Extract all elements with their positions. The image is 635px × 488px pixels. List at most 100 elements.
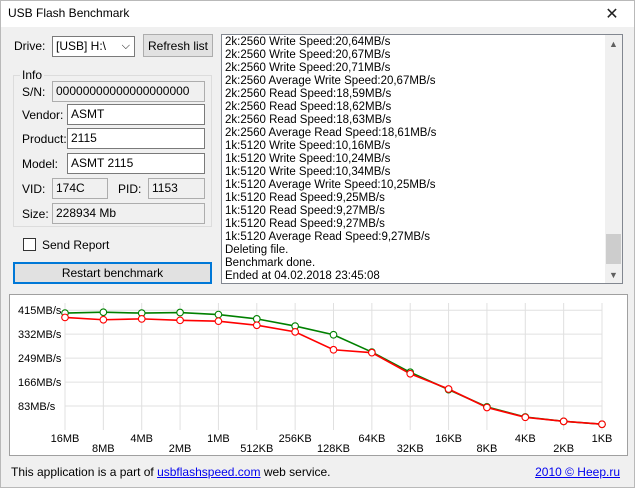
log-line: 2k:2560 Read Speed:18,59MB/s — [225, 88, 392, 100]
heep-link[interactable]: 2010 © Heep.ru — [535, 465, 620, 479]
x-tick-label: 256KB — [279, 433, 312, 445]
series-point-0 — [252, 315, 261, 323]
log-line: Deleting file. — [225, 244, 289, 256]
log-line: 2k:2560 Write Speed:20,64MB/s — [225, 36, 391, 48]
series-point-1 — [291, 328, 299, 336]
log-line: 2k:2560 Read Speed:18,62MB/s — [225, 101, 392, 113]
window-title: USB Flash Benchmark — [8, 6, 130, 20]
log-line: 1k:5120 Write Speed:10,34MB/s — [225, 166, 391, 178]
y-tick-label: 83MB/s — [18, 401, 56, 413]
series-point-0 — [99, 308, 108, 317]
info-group-title: Info — [20, 68, 45, 82]
log-line: 2k:2560 Read Speed:18,63MB/s — [225, 114, 392, 126]
drive-select-value: [USB] H:\ — [56, 39, 107, 53]
series-point-1 — [483, 403, 491, 412]
x-tick-label: 512KB — [240, 443, 273, 455]
vendor-field[interactable]: ASMT — [67, 104, 205, 125]
x-tick-label: 16MB — [51, 433, 80, 445]
model-field[interactable]: ASMT 2115 — [67, 153, 205, 174]
log-line: 1k:5120 Read Speed:9,27MB/s — [225, 218, 385, 230]
series-point-1 — [252, 321, 261, 330]
pid-label: PID: — [118, 182, 142, 196]
drive-select[interactable]: [USB] H:\ ⌵ — [52, 36, 135, 57]
size-field: 228934 Mb — [52, 203, 205, 224]
y-tick-label: 332MB/s — [18, 329, 62, 341]
x-tick-label: 4MB — [130, 433, 153, 445]
y-tick-label: 249MB/s — [18, 353, 62, 365]
series-point-1 — [521, 413, 530, 422]
x-tick-label: 128KB — [317, 443, 350, 455]
series-point-1 — [61, 313, 69, 322]
close-icon[interactable]: ✕ — [605, 6, 619, 23]
log-line: 2k:2560 Average Read Speed:18,61MB/s — [225, 127, 437, 139]
x-tick-label: 1MB — [207, 433, 230, 445]
series-point-1 — [559, 417, 568, 426]
series-point-1 — [368, 348, 376, 357]
size-label: Size: — [22, 207, 49, 221]
x-tick-label: 2MB — [169, 443, 192, 455]
series-point-1 — [598, 420, 606, 429]
y-tick-label: 166MB/s — [18, 377, 62, 389]
chevron-down-icon: ⌵ — [121, 40, 130, 52]
log-line: 2k:2560 Write Speed:20,71MB/s — [225, 62, 391, 74]
sn-field: 00000000000000000000 — [52, 81, 205, 102]
series-point-1 — [176, 316, 184, 325]
title-bar[interactable]: USB Flash Benchmark ✕ — [1, 1, 634, 27]
footer-text-before: This application is a part of — [11, 465, 158, 479]
x-tick-label: 32KB — [397, 443, 424, 455]
model-label: Model: — [22, 157, 59, 171]
log-line: 2k:2560 Write Speed:20,67MB/s — [225, 49, 391, 61]
restart-benchmark-button[interactable]: Restart benchmark — [13, 262, 212, 284]
vid-field: 174C — [52, 178, 108, 199]
log-line: 1k:5120 Average Read Speed:9,27MB/s — [225, 231, 431, 243]
log-line: 1k:5120 Average Write Speed:10,25MB/s — [225, 179, 436, 191]
benchmark-chart: 415MB/s 332MB/s 249MB/s 166MB/s 83MB/s 16MB 8M… — [9, 294, 628, 456]
series-point-1 — [214, 317, 223, 326]
scroll-thumb[interactable] — [606, 234, 621, 264]
x-tick-label: 1KB — [592, 433, 613, 445]
log-line: 1k:5120 Write Speed:10,16MB/s — [225, 140, 391, 152]
log-line: 1k:5120 Read Speed:9,27MB/s — [225, 205, 385, 217]
usbflashspeed-link[interactable]: usbflashspeed.com — [157, 465, 261, 479]
log-lines: 2k:2560 Write Speed:20,64MB/s 2k:2560 Wri… — [225, 36, 436, 283]
footer: This application is a part of usbflashsp… — [1, 461, 634, 487]
series-point-0 — [176, 308, 184, 317]
x-tick-label: 4KB — [515, 433, 536, 445]
log-line: 1k:5120 Write Speed:10,24MB/s — [225, 153, 391, 165]
log-line: 1k:5120 Read Speed:9,25MB/s — [225, 192, 385, 204]
log-line: Ended at 04.02.2018 23:45:08 — [225, 270, 380, 282]
x-tick-label: 2KB — [553, 443, 574, 455]
x-tick-label: 8KB — [477, 443, 498, 455]
series-point-1 — [99, 315, 108, 324]
x-tick-label: 64KB — [358, 433, 385, 445]
product-label: Product: — [22, 132, 67, 146]
info-groupbox — [13, 75, 212, 227]
chart-svg: 415MB/s 332MB/s 249MB/s 166MB/s 83MB/s 16MB 8M… — [18, 303, 613, 455]
log-scrollbar[interactable]: ▲ ▼ — [605, 35, 622, 283]
scroll-down-icon[interactable]: ▼ — [609, 269, 618, 280]
log-line: Benchmark done. — [225, 257, 316, 269]
series-point-1 — [406, 369, 415, 378]
pid-field: 1153 — [148, 178, 205, 199]
footer-text-after: web service. — [260, 465, 331, 479]
series-point-1 — [329, 345, 338, 354]
product-field[interactable]: 2115 — [67, 128, 205, 149]
vendor-label: Vendor: — [22, 108, 64, 122]
series-point-1 — [137, 315, 146, 323]
sn-label: S/N: — [22, 85, 46, 99]
send-report-label[interactable]: Send Report — [42, 238, 110, 252]
scroll-up-icon[interactable]: ▲ — [609, 38, 618, 49]
x-tick-label: 8MB — [92, 443, 115, 455]
y-tick-label: 415MB/s — [18, 305, 62, 317]
x-tick-label: 16KB — [435, 433, 462, 445]
send-report-checkbox[interactable] — [23, 238, 36, 251]
series-point-0 — [214, 310, 223, 319]
vid-label: VID: — [22, 182, 46, 196]
log-textbox[interactable]: 2k:2560 Write Speed:20,64MB/s 2k:2560 Wri… — [221, 34, 623, 284]
series-point-0 — [329, 330, 338, 339]
series-point-1 — [444, 385, 453, 393]
footer-text: This application is a part of usbflashsp… — [11, 465, 331, 479]
refresh-list-button[interactable]: Refresh list — [143, 34, 213, 57]
drive-label: Drive: — [14, 39, 46, 53]
